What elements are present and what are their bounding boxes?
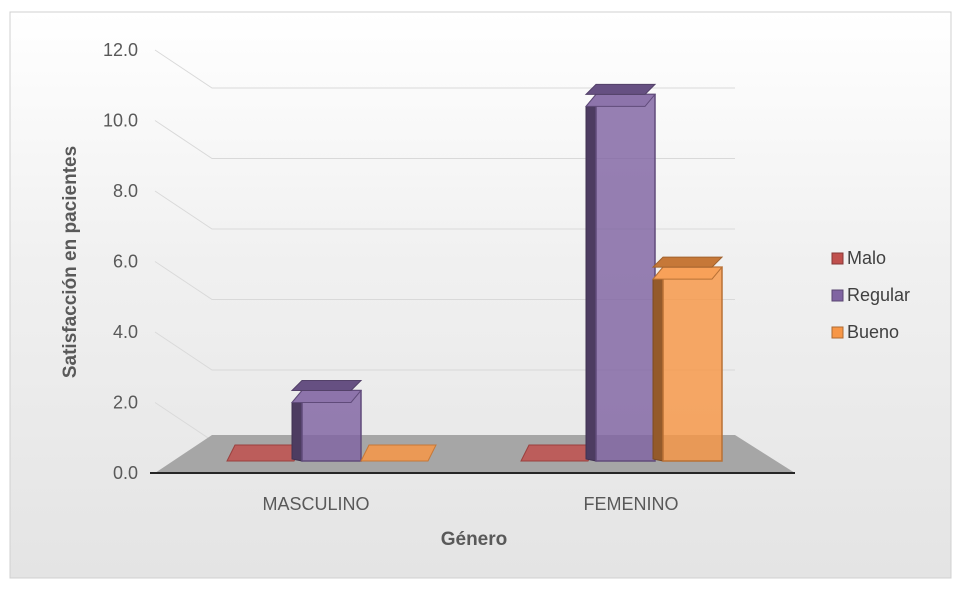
y-tick-label: 12.0 (103, 40, 138, 60)
bar-face (662, 266, 723, 462)
x-tick-label: MASCULINO (262, 494, 369, 514)
chart-background (9, 11, 952, 579)
x-tick-labels: MASCULINO FEMENINO (262, 494, 678, 514)
legend: Malo Regular Bueno (831, 248, 910, 342)
bar-bueno-femenino (651, 256, 724, 462)
bar-bueno-masculino (360, 444, 437, 462)
bar-regular-femenino (584, 83, 657, 462)
legend-item: Regular (831, 285, 910, 305)
y-tick-labels: 0.0 2.0 4.0 6.0 8.0 10.0 12.0 (103, 40, 138, 483)
y-axis-label: Satisfacción en pacientes (60, 146, 81, 378)
bar-face (520, 444, 597, 462)
bar-regular-masculino (290, 380, 363, 462)
grid-line (154, 331, 735, 371)
y-tick-label: 8.0 (113, 181, 138, 201)
bar-side (585, 93, 597, 462)
legend-label: Regular (847, 285, 910, 305)
bar-top (290, 390, 363, 403)
y-tick-label: 10.0 (103, 111, 138, 131)
x-tick-label: FEMENINO (583, 494, 678, 514)
legend-item: Malo (831, 248, 886, 268)
grid-line (154, 261, 735, 300)
bar-top (651, 266, 724, 280)
y-tick-label: 6.0 (113, 252, 138, 272)
bar-malo-femenino (520, 444, 597, 462)
grid-line (154, 120, 735, 159)
bars (226, 83, 724, 462)
grid-line (154, 49, 735, 89)
y-tick-label: 4.0 (113, 322, 138, 342)
bar-malo-masculino (226, 444, 303, 462)
legend-swatch (831, 326, 844, 339)
grid-line (154, 190, 735, 230)
legend-item: Bueno (831, 322, 899, 342)
bar-face (226, 444, 303, 462)
bar-top (584, 93, 657, 107)
y-tick-label: 0.0 (113, 463, 138, 483)
bar-face (595, 93, 656, 462)
legend-swatch (831, 289, 844, 302)
bar-side (652, 265, 664, 462)
x-axis-label: Género (441, 529, 508, 550)
bar-face (360, 444, 437, 462)
legend-label: Malo (847, 248, 886, 268)
legend-label: Bueno (847, 322, 899, 342)
y-tick-label: 2.0 (113, 393, 138, 413)
legend-swatch (831, 252, 844, 265)
